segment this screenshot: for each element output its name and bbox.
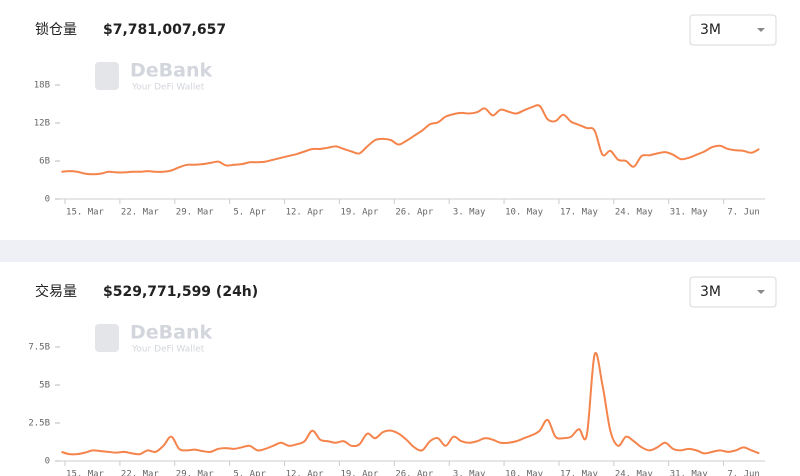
separator — [0, 240, 800, 262]
x-tick-label: 22. Mar — [121, 208, 160, 218]
x-tick-label: 15. Mar — [66, 470, 105, 476]
x-tick-label: 12. Apr — [286, 208, 325, 218]
x-tick-label: 26. Apr — [395, 208, 434, 218]
x-tick-label: 5. Apr — [233, 470, 266, 476]
x-tick-label: 5. Apr — [233, 208, 266, 218]
x-tick-label: 3. May — [453, 470, 486, 476]
dropdown-box — [689, 14, 777, 46]
headline-value: $529,771,599 (24h) — [103, 284, 258, 300]
range-dropdown[interactable]: 3M — [689, 276, 777, 308]
y-tick-label: 7.5B — [28, 343, 50, 353]
y-tick-label: 2.5B — [28, 419, 50, 429]
x-tick-label: 7. Jun — [727, 470, 760, 476]
y-tick-label: 12B — [34, 119, 50, 129]
dropdown-caret — [757, 290, 765, 294]
x-tick-label: 19. Apr — [340, 470, 379, 476]
y-tick-label: 0 — [45, 457, 50, 467]
x-tick-label: 17. May — [560, 470, 599, 476]
x-tick-label: 26. Apr — [395, 470, 434, 476]
x-tick-label: 12. Apr — [286, 470, 325, 476]
x-tick-label: 24. May — [615, 208, 654, 218]
line-series — [61, 351, 760, 456]
watermark-tagline: Your DeFi Wallet — [131, 83, 205, 93]
y-tick-label: 6B — [39, 157, 50, 167]
dropdown-box — [689, 276, 777, 308]
watermark-logo — [95, 62, 119, 90]
x-tick-label: 29. Mar — [176, 208, 215, 218]
x-tick-label: 31. May — [670, 470, 709, 476]
x-tick-label: 17. May — [560, 208, 599, 218]
x-tick-label: 7. Jun — [727, 208, 760, 218]
y-tick-label: 5B — [39, 381, 50, 391]
watermark-tagline: Your DeFi Wallet — [131, 345, 205, 355]
x-tick-label: 10. May — [505, 208, 544, 218]
y-tick-label: 18B — [34, 81, 50, 91]
line-series — [61, 104, 760, 176]
x-tick-label: 24. May — [615, 470, 654, 476]
range-dropdown[interactable]: 3M — [689, 14, 777, 46]
watermark-name: DeBank — [130, 60, 212, 82]
x-tick-label: 10. May — [505, 470, 544, 476]
x-tick-label: 31. May — [670, 208, 709, 218]
dropdown-value: 3M — [700, 22, 721, 38]
watermark-logo — [95, 324, 119, 352]
x-tick-label: 19. Apr — [340, 208, 379, 218]
y-tick-label: 0 — [45, 195, 50, 205]
panel-title: 交易量 — [35, 283, 77, 300]
headline-value: $7,781,007,657 — [103, 22, 226, 38]
dropdown-value: 3M — [700, 284, 721, 300]
x-tick-label: 3. May — [453, 208, 486, 218]
watermark-name: DeBank — [130, 322, 212, 344]
x-tick-label: 22. Mar — [121, 470, 160, 476]
dropdown-caret — [757, 28, 765, 32]
x-tick-label: 29. Mar — [176, 470, 215, 476]
panel-title: 锁仓量 — [35, 22, 77, 38]
x-tick-label: 15. Mar — [66, 208, 105, 218]
